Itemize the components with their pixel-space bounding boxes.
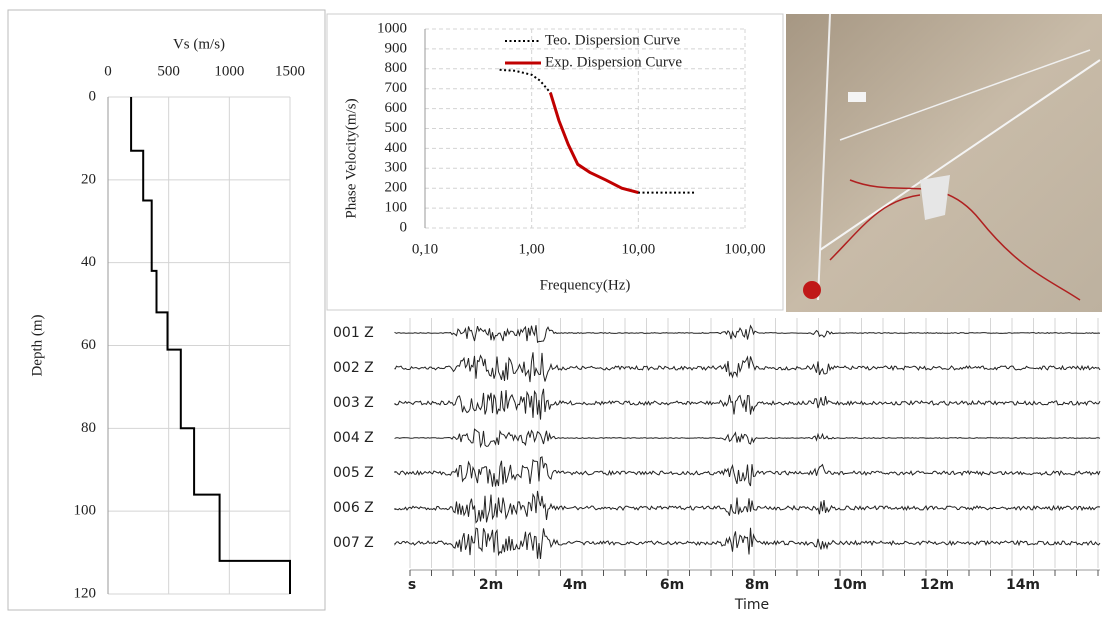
x-tick-label: 1500 <box>275 63 305 79</box>
x-tick-label: 500 <box>157 63 180 79</box>
y-tick-label: 20 <box>81 171 96 187</box>
y-axis-label: Depth (m) <box>29 314 45 376</box>
time-tick-label: 14m <box>1006 577 1040 593</box>
x-tick-label: 10,00 <box>621 241 655 257</box>
y-tick-label: 100 <box>385 200 408 216</box>
chart-title: Vs (m/s) <box>173 36 225 52</box>
trace-label: 002 Z <box>333 360 374 376</box>
x-tick-label: 100,00 <box>724 241 765 257</box>
time-tick-label: 2m <box>479 577 503 593</box>
trace-label: 004 Z <box>333 430 374 446</box>
time-tick-label: 10m <box>833 577 867 593</box>
trace-label: 007 Z <box>333 535 374 551</box>
y-axis-label: Phase Velocity(m/s) <box>343 98 359 218</box>
trace <box>394 352 1101 383</box>
x-tick-label: 0 <box>104 63 112 79</box>
time-tick-label: 12m <box>920 577 954 593</box>
y-tick-label: 600 <box>385 100 408 116</box>
seismogram-panel <box>327 314 1102 617</box>
y-tick-label: 500 <box>385 120 408 136</box>
y-tick-label: 0 <box>400 219 408 235</box>
y-tick-label: 200 <box>385 180 408 196</box>
y-tick-label: 1000 <box>377 20 407 36</box>
y-tick-label: 120 <box>74 585 97 601</box>
trace <box>394 324 1101 343</box>
trace-label: 003 Z <box>333 395 374 411</box>
trace-label: 006 Z <box>333 500 374 516</box>
y-tick-label: 100 <box>74 503 97 519</box>
y-tick-label: 700 <box>385 80 408 96</box>
time-tick-label: 8m <box>745 577 769 593</box>
x-tick-label: 1000 <box>214 63 244 79</box>
time-axis-label: Time <box>734 597 769 613</box>
time-tick-label: 4m <box>563 577 587 593</box>
trace <box>394 428 1101 449</box>
time-tick-label: s <box>408 577 416 593</box>
y-tick-label: 80 <box>81 420 96 436</box>
y-tick-label: 0 <box>89 88 97 104</box>
y-tick-label: 900 <box>385 40 408 56</box>
trace-label: 001 Z <box>333 325 374 341</box>
trace <box>394 527 1101 559</box>
y-tick-label: 40 <box>81 254 96 270</box>
trace <box>394 490 1101 524</box>
trace-label: 005 Z <box>333 465 374 481</box>
trace <box>394 456 1101 487</box>
series-line <box>130 97 291 594</box>
y-tick-label: 800 <box>385 60 408 76</box>
vs-panel <box>7 9 326 611</box>
legend-label: Exp. Dispersion Curve <box>545 54 682 70</box>
legend-label: Teo. Dispersion Curve <box>545 32 681 48</box>
time-tick-label: 6m <box>660 577 684 593</box>
y-tick-label: 300 <box>385 160 408 176</box>
x-tick-label: 0,10 <box>412 241 438 257</box>
x-tick-label: 1,00 <box>519 241 545 257</box>
dispersion-panel <box>326 13 784 311</box>
y-tick-label: 400 <box>385 140 408 156</box>
trace <box>394 388 1101 420</box>
y-tick-label: 60 <box>81 337 96 353</box>
x-axis-label: Frequency(Hz) <box>540 277 631 293</box>
series-line <box>548 92 639 195</box>
photo <box>786 13 1102 312</box>
